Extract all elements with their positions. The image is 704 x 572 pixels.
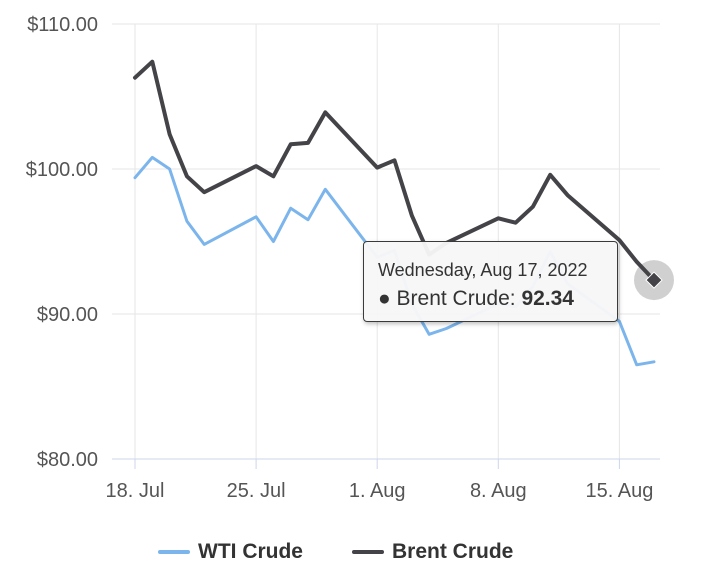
line-chart: $110.00 $100.00 $90.00 $80.00 18. Jul 25. Jul… bbox=[26, 14, 674, 502]
x-tick-label: 8. Aug bbox=[470, 480, 527, 502]
y-tick-label: $80.00 bbox=[37, 449, 98, 471]
legend-label-wti: WTI Crude bbox=[198, 540, 303, 563]
legend-label-brent: Brent Crude bbox=[392, 540, 514, 563]
legend-swatch-brent bbox=[352, 550, 384, 554]
y-tick-label: $100.00 bbox=[26, 159, 98, 181]
tooltip-series-row: ● Brent Crude: 92.34 bbox=[378, 287, 574, 311]
axes: $110.00 $100.00 $90.00 $80.00 18. Jul 25. Jul… bbox=[26, 14, 660, 502]
hover-markers bbox=[634, 260, 674, 301]
x-tick-label: 1. Aug bbox=[349, 480, 406, 502]
series-line-brent[interactable] bbox=[133, 59, 656, 283]
x-tick-label: 15. Aug bbox=[585, 480, 653, 502]
hover-point-diamond[interactable] bbox=[645, 271, 663, 289]
tooltip-date: Wednesday, Aug 17, 2022 bbox=[378, 260, 588, 280]
legend-item-wti[interactable]: WTI Crude bbox=[158, 536, 303, 568]
tooltip-series-label: Brent Crude: bbox=[396, 287, 516, 310]
tooltip-value: 92.34 bbox=[521, 287, 574, 310]
x-tick-label: 25. Jul bbox=[227, 480, 286, 502]
y-tick-label: $90.00 bbox=[37, 304, 98, 326]
legend-item-brent[interactable]: Brent Crude bbox=[352, 536, 513, 568]
legend-swatch-wti bbox=[158, 550, 190, 554]
y-tick-label: $110.00 bbox=[27, 14, 98, 36]
x-tick-label: 18. Jul bbox=[106, 480, 165, 502]
tooltip: Wednesday, Aug 17, 2022 ● Brent Crude: 9… bbox=[363, 241, 618, 322]
tooltip-bullet-icon: ● bbox=[378, 287, 391, 310]
legend: WTI Crude Brent Crude bbox=[0, 536, 704, 568]
